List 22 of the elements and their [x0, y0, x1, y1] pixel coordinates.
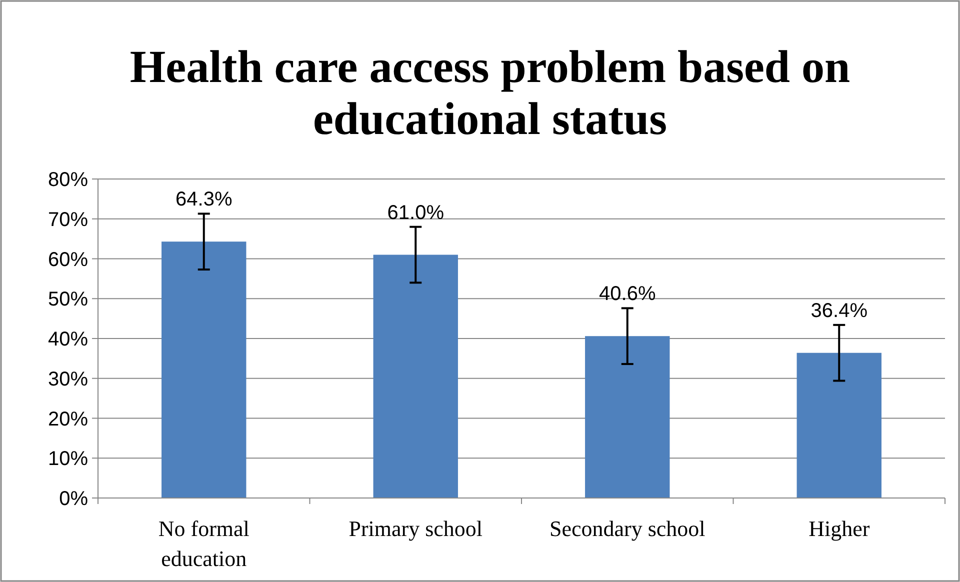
x-tick-label: No formal education — [158, 516, 250, 571]
x-tick-label: Higher — [808, 516, 870, 541]
data-label: 36.4% — [810, 300, 868, 322]
y-tick-label: 40% — [48, 328, 88, 350]
y-tick-label: 60% — [48, 248, 88, 271]
y-tick-label: 30% — [48, 368, 88, 390]
y-tick-label: 20% — [48, 408, 88, 430]
data-label: 61.0% — [387, 202, 444, 224]
y-tick-label: 50% — [48, 288, 88, 311]
bar — [585, 336, 670, 498]
y-tick-label: 70% — [48, 208, 88, 231]
chart-title: Health care access problem based on educational status — [130, 41, 850, 144]
data-label: 64.3% — [176, 188, 232, 211]
y-tick-label: 0% — [59, 488, 88, 510]
bar — [796, 352, 882, 498]
x-tick-label: Secondary school — [549, 516, 706, 541]
bar — [162, 242, 246, 498]
y-tick-label: 10% — [48, 448, 88, 470]
x-tick-label: Primary school — [348, 516, 483, 541]
y-tick-label: 80% — [48, 169, 88, 191]
data-label: 40.6% — [599, 283, 656, 306]
bar — [373, 254, 458, 498]
